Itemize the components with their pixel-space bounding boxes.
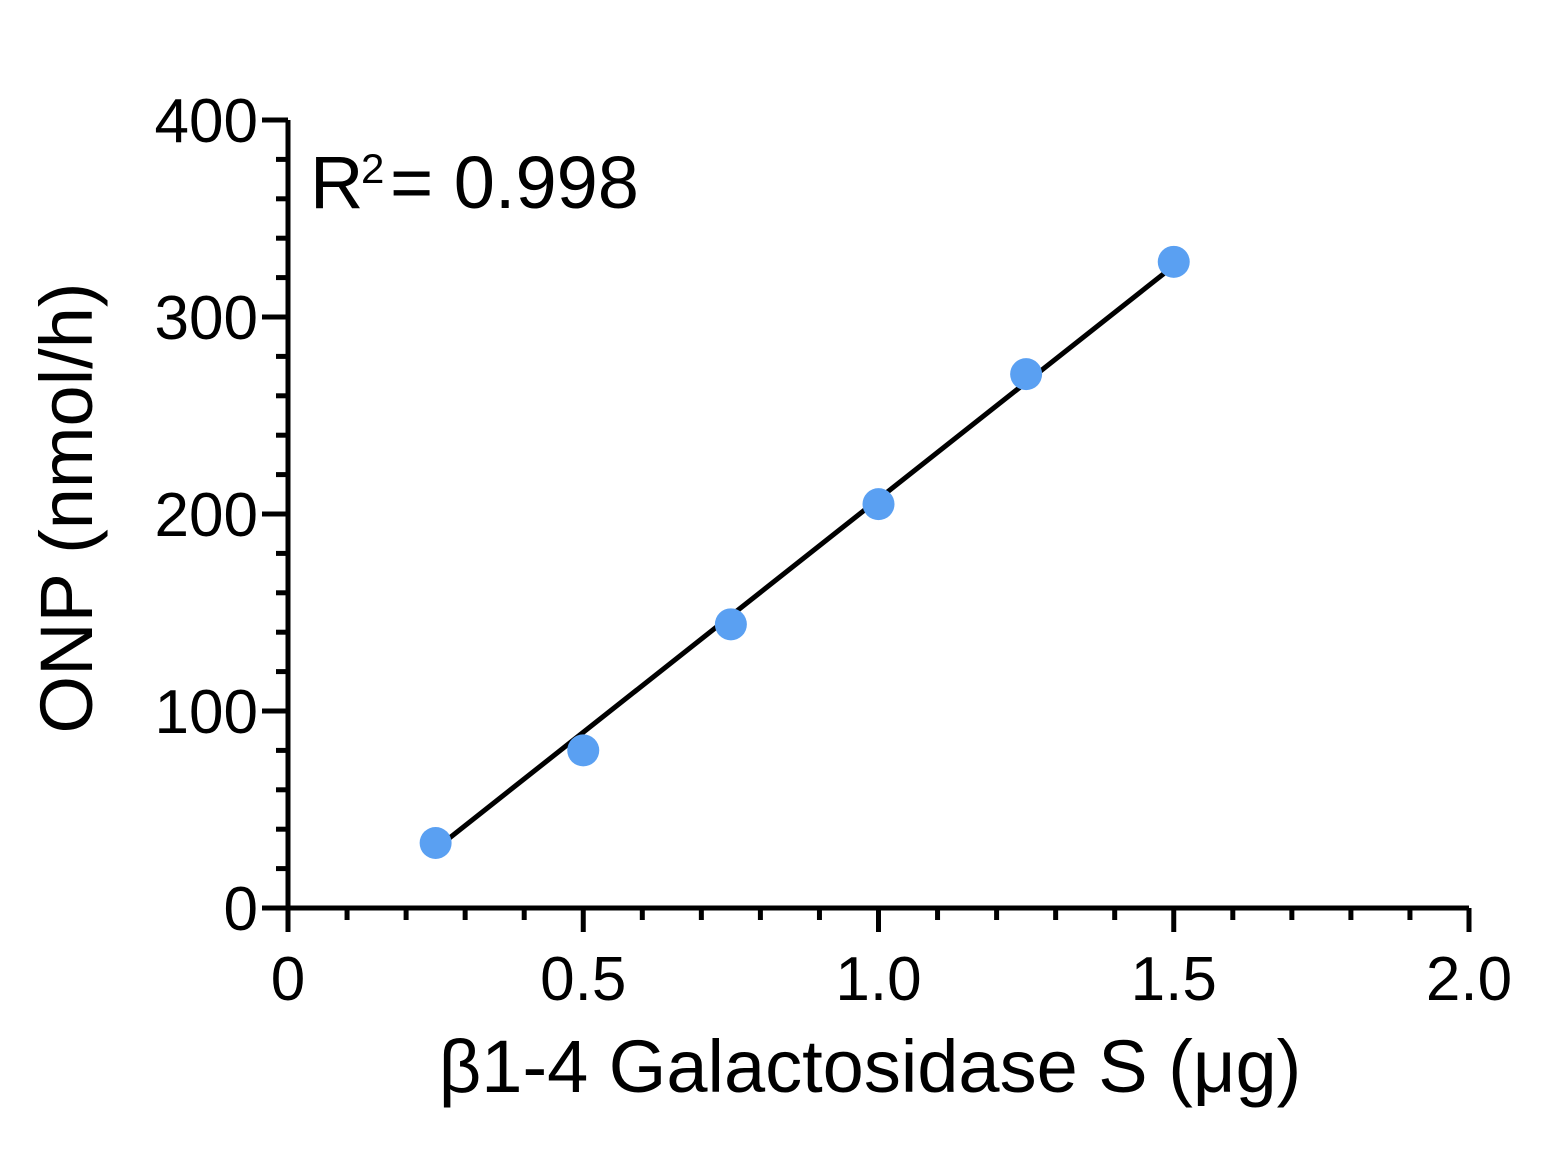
r-squared-prefix: R bbox=[310, 141, 363, 224]
r-squared-annotation: R 2 = 0.998 bbox=[310, 141, 639, 224]
ticks bbox=[262, 117, 1472, 932]
fit-line-group bbox=[433, 263, 1177, 852]
x-tick-label: 2.0 bbox=[1426, 945, 1512, 1014]
y-axis-title: ONP (nmol/h) bbox=[25, 283, 108, 734]
y-tick-label: 300 bbox=[155, 284, 258, 353]
x-axis-title: β1-4 Galactosidase S (μg) bbox=[439, 1025, 1302, 1108]
fit-line bbox=[433, 263, 1177, 852]
r-squared-value: = 0.998 bbox=[390, 141, 639, 224]
y-tick-label: 100 bbox=[155, 678, 258, 747]
data-point bbox=[1157, 245, 1190, 278]
data-point bbox=[567, 734, 600, 767]
data-point bbox=[862, 488, 895, 521]
data-point bbox=[1010, 358, 1043, 391]
tick-labels: 0 100 200 300 400 0 0.5 1.0 1.5 2.0 bbox=[155, 87, 1513, 1014]
y-tick-label: 400 bbox=[155, 87, 258, 156]
x-tick-label: 0 bbox=[271, 945, 305, 1014]
x-tick-label: 0.5 bbox=[540, 945, 626, 1014]
y-tick-label: 200 bbox=[155, 481, 258, 550]
y-tick-label: 0 bbox=[224, 875, 258, 944]
x-tick-label: 1.0 bbox=[835, 945, 921, 1014]
x-tick-label: 1.5 bbox=[1131, 945, 1217, 1014]
data-point bbox=[714, 608, 747, 641]
data-points bbox=[419, 245, 1190, 859]
r-squared-superscript: 2 bbox=[361, 145, 384, 192]
data-point bbox=[419, 826, 452, 859]
